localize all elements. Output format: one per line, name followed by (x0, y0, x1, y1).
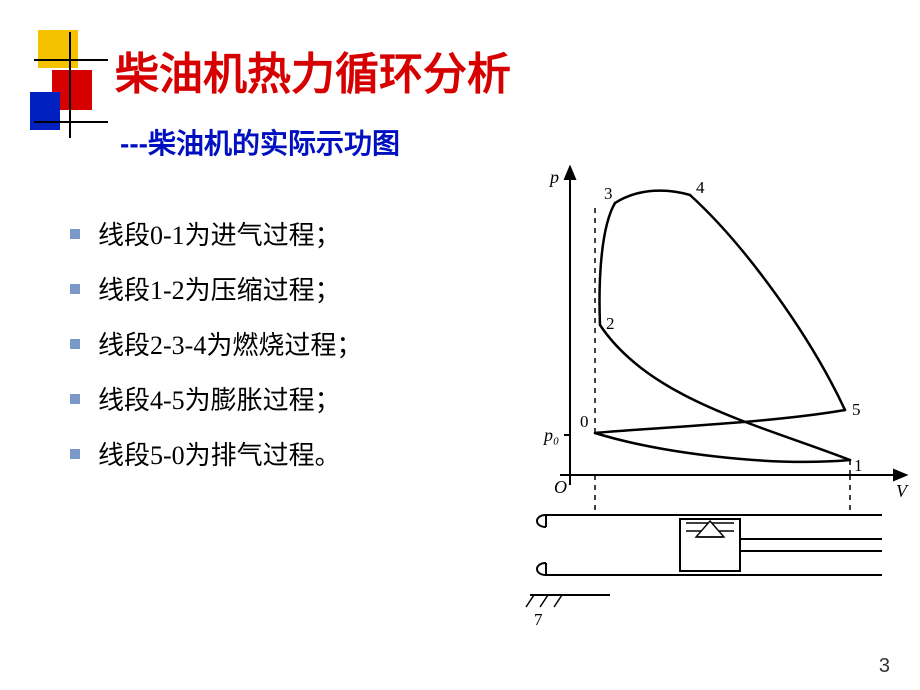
list-item-label: 线段5-0为排气过程。 (98, 435, 341, 472)
list-item: 线段4-5为膨胀过程； (70, 380, 490, 417)
bullet-icon (70, 339, 80, 349)
list-item: 线段5-0为排气过程。 (70, 435, 490, 472)
pt-label-4: 4 (696, 178, 705, 197)
pv-diagram: p V O p₀ 0 1 2 3 4 5 (510, 165, 910, 665)
pt-label-3: 3 (604, 184, 613, 203)
pt-label-2: 2 (606, 314, 615, 333)
bullet-icon (70, 284, 80, 294)
axis-origin: O (554, 477, 567, 497)
bullet-icon (70, 449, 80, 459)
slide-corner-decoration (30, 30, 110, 140)
pt-label-5: 5 (852, 400, 861, 419)
p0-label: p₀ (542, 425, 559, 445)
pt-label-1: 1 (854, 456, 863, 475)
list-item-label: 线段1-2为压缩过程； (98, 270, 341, 307)
list-item: 线段0-1为进气过程； (70, 215, 490, 252)
pt-label-0: 0 (580, 412, 589, 431)
page-number: 3 (879, 655, 890, 678)
bullet-icon (70, 229, 80, 239)
list-item-label: 线段2-3-4为燃烧过程； (98, 325, 362, 362)
page-title: 柴油机热力循环分析 (115, 38, 511, 102)
bullet-icon (70, 394, 80, 404)
bullet-list: 线段0-1为进气过程； 线段1-2为压缩过程； 线段2-3-4为燃烧过程； 线段… (70, 215, 490, 490)
list-item: 线段2-3-4为燃烧过程； (70, 325, 490, 362)
svg-text:7: 7 (534, 610, 543, 629)
list-item-label: 线段4-5为膨胀过程； (98, 380, 341, 417)
list-item: 线段1-2为压缩过程； (70, 270, 490, 307)
axis-label-v: V (896, 481, 909, 501)
page-subtitle: ---柴油机的实际示功图 (120, 122, 400, 162)
axis-label-p: p (548, 167, 559, 187)
list-item-label: 线段0-1为进气过程； (98, 215, 341, 252)
